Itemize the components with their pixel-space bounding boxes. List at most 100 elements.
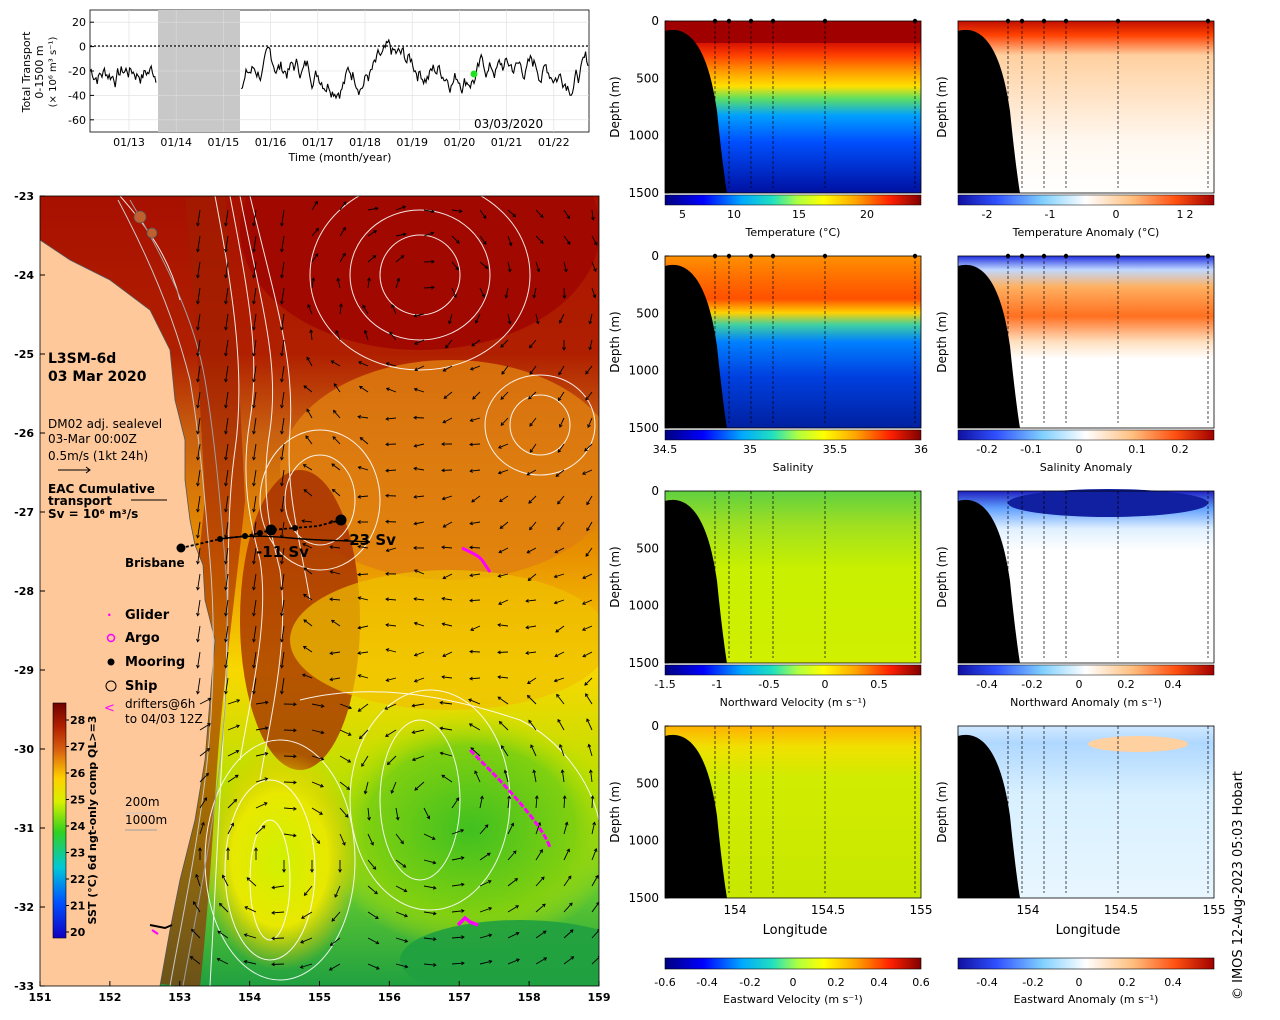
velocity-arrow	[557, 495, 565, 505]
velocity-arrow	[507, 932, 519, 939]
velocity-arrow	[526, 547, 537, 554]
velocity-arrowhead	[404, 964, 409, 969]
velocity-arrow	[507, 878, 518, 887]
velocity-arrowhead	[497, 573, 502, 578]
velocity-arrowhead	[252, 456, 256, 461]
velocity-arrowhead	[224, 482, 228, 487]
velocity-arrow	[253, 209, 257, 226]
anomaly-warm	[1088, 736, 1188, 752]
ts-xtick-label: 01/17	[302, 136, 334, 149]
sst-cb-tick-label: 20	[70, 926, 86, 939]
velocity-arrowhead	[280, 222, 284, 227]
ship-symbol	[105, 680, 117, 692]
velocity-arrowhead	[244, 906, 249, 910]
sst-cb-tick-label: 25	[70, 794, 85, 807]
velocity-arrowhead	[413, 443, 418, 448]
velocity-arrowhead	[507, 268, 512, 273]
velocity-arrowhead	[389, 331, 393, 336]
velocity-arrowhead	[461, 909, 465, 913]
velocity-arrow	[528, 495, 537, 504]
velocity-arrowhead	[528, 500, 533, 504]
velocity-arrow	[253, 625, 257, 642]
velocity-arrowhead	[196, 456, 200, 461]
velocity-arrowhead	[460, 856, 465, 861]
velocity-arrowhead	[357, 625, 362, 630]
velocity-arrow	[414, 521, 425, 525]
velocity-arrow	[303, 646, 313, 653]
colorbar-label: Temperature Anomaly (°C)	[1012, 226, 1160, 239]
map-yticks: -23 -24 -25 -26 -27 -28 -29 -30 -31 -32 -33	[14, 190, 45, 993]
velocity-arrowhead	[584, 447, 588, 452]
velocity-arrowhead	[481, 293, 486, 298]
velocity-arrowhead	[373, 230, 378, 234]
velocity-arrowhead	[306, 356, 310, 361]
velocity-arrow	[253, 417, 257, 434]
velocity-arrowhead	[196, 404, 200, 409]
velocity-arrowhead	[196, 300, 200, 305]
depth-label: Depth (m)	[608, 76, 622, 137]
velocity-arrow	[339, 253, 346, 263]
velocity-arrow	[300, 963, 313, 968]
velocity-arrowhead	[458, 209, 463, 214]
velocity-arrow	[303, 567, 313, 575]
velocity-arrow	[195, 874, 201, 887]
australia-land	[40, 196, 215, 986]
velocity-arrowhead	[498, 720, 503, 725]
velocity-arrow	[225, 443, 229, 460]
velocity-arrowhead	[486, 852, 491, 857]
depth-label: Depth (m)	[935, 781, 949, 842]
velocity-arrowhead	[529, 526, 533, 531]
colorbar-tick-label: 0.6	[912, 976, 930, 989]
velocity-arrowhead	[413, 495, 417, 499]
velocity-arrowhead	[562, 795, 567, 799]
transport-curve	[219, 535, 371, 543]
velocity-arrow	[225, 339, 229, 356]
velocity-arrowhead	[566, 241, 571, 245]
velocity-arrow	[339, 304, 342, 315]
timeseries-ylabel-3: (× 10⁶ m³ s⁻¹)	[48, 37, 59, 108]
map-ytick-label: -24	[14, 269, 34, 282]
velocity-arrowhead	[332, 436, 337, 440]
sealevel-line-1: DM02 adj. sealevel	[48, 417, 162, 431]
velocity-arrowhead	[581, 601, 586, 605]
anomaly-section-2: -0.2 -0.1 0 0.1 0.2 Salinity Anomaly Depth (m)	[935, 253, 1215, 474]
velocity-arrowhead	[196, 560, 200, 565]
velocity-arrow	[414, 467, 425, 471]
velocity-arrow	[585, 693, 593, 705]
map-ytick-label: -33	[14, 980, 34, 993]
velocity-arrow	[498, 624, 509, 627]
velocity-arrowhead	[499, 525, 504, 529]
velocity-arrow	[587, 417, 593, 428]
velocity-arrow	[253, 313, 257, 330]
velocity-arrowhead	[367, 277, 371, 281]
velocity-arrowhead	[280, 430, 284, 435]
seafloor	[665, 734, 727, 898]
velocity-arrowhead	[411, 757, 416, 762]
colorbar-tick-label: 0.2	[1171, 443, 1189, 456]
velocity-arrow	[281, 417, 285, 434]
velocity-arrow	[386, 417, 397, 420]
lon-tick-label: 154	[1017, 903, 1040, 917]
velocity-arrow	[358, 674, 369, 679]
velocity-arrow	[591, 209, 594, 220]
velocity-arrow	[582, 573, 593, 579]
velocity-arrowhead	[302, 593, 307, 598]
velocity-arrow	[253, 235, 257, 252]
velocity-arrowhead	[497, 650, 501, 655]
colorbar-label: Eastward Velocity (m s⁻¹)	[723, 993, 863, 1006]
velocity-arrow	[333, 410, 341, 419]
velocity-arrowhead	[585, 553, 590, 557]
velocity-arrowhead	[224, 274, 228, 279]
velocity-arrowhead	[431, 259, 435, 264]
velocity-arrowhead	[252, 430, 256, 435]
velocity-arrow	[391, 304, 397, 315]
velocity-arrowhead	[556, 693, 560, 698]
sst-cb-tick-label: 28	[70, 714, 85, 727]
velocity-arrow	[591, 848, 597, 861]
velocity-arrow	[526, 651, 537, 654]
velocity-arrowhead	[469, 676, 473, 681]
velocity-arrowhead	[361, 763, 365, 767]
velocity-arrowhead	[280, 248, 284, 253]
velocity-arrow	[244, 934, 257, 939]
